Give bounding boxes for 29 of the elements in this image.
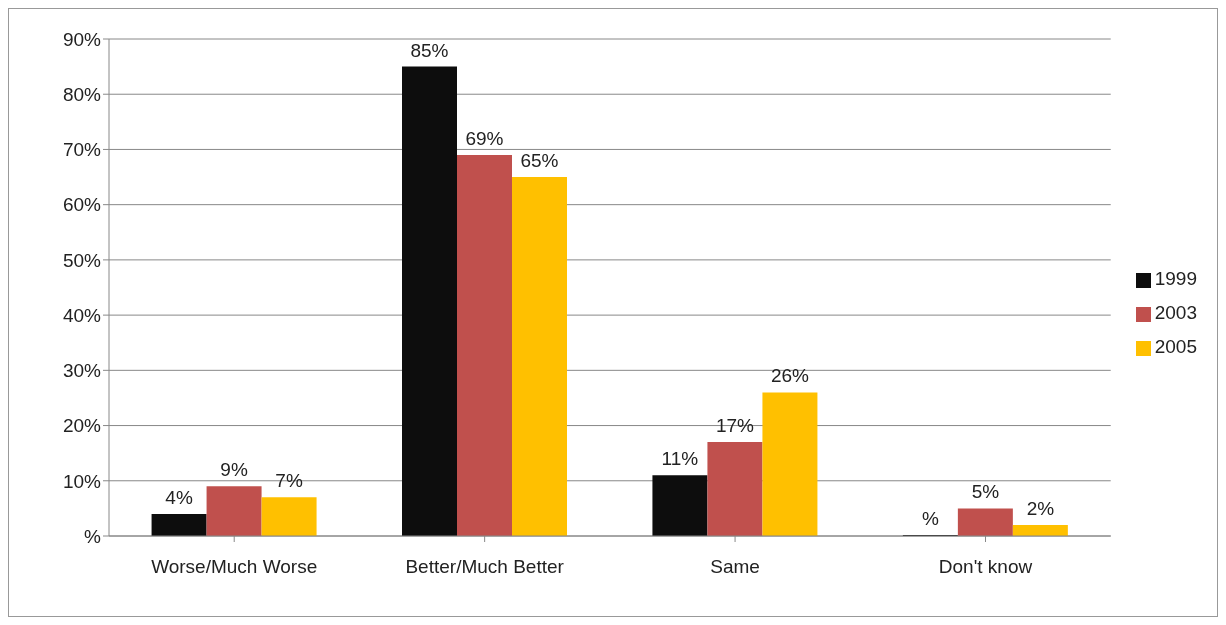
y-tick-label: 60%	[62, 194, 102, 216]
data-label: 17%	[715, 415, 755, 437]
x-tick-label: Worse/Much Worse	[151, 556, 318, 578]
y-tick-label: 30%	[62, 360, 102, 382]
y-tick-label: 90%	[62, 28, 102, 50]
data-label: 69%	[465, 127, 504, 149]
x-tick-label: Don't know	[938, 556, 1033, 578]
data-label: 4%	[165, 486, 193, 508]
data-label: 2%	[1026, 497, 1055, 519]
data-label: 9%	[220, 459, 248, 481]
data-label: 85%	[410, 39, 449, 61]
y-tick-label: 70%	[62, 139, 102, 161]
y-tick-label: 10%	[62, 470, 102, 492]
y-tick-label: 20%	[62, 415, 102, 437]
data-label: 7%	[275, 470, 303, 492]
data-label: %	[921, 508, 939, 529]
data-label: 65%	[520, 150, 559, 172]
data-label: 26%	[770, 365, 810, 387]
y-tick-label: 80%	[62, 83, 102, 105]
y-tick-label: 40%	[62, 304, 102, 326]
data-label: 11%	[661, 448, 699, 470]
x-tick-label: Better/Much Better	[405, 556, 565, 578]
legend-label: 1999	[1154, 267, 1197, 289]
y-tick-label: %	[84, 525, 102, 547]
y-tick-label: 50%	[62, 249, 102, 271]
x-tick-label: Same	[710, 556, 760, 578]
data-label: 5%	[971, 481, 1000, 503]
legend-label: 2003	[1154, 301, 1197, 323]
legend-label: 2005	[1154, 335, 1197, 357]
